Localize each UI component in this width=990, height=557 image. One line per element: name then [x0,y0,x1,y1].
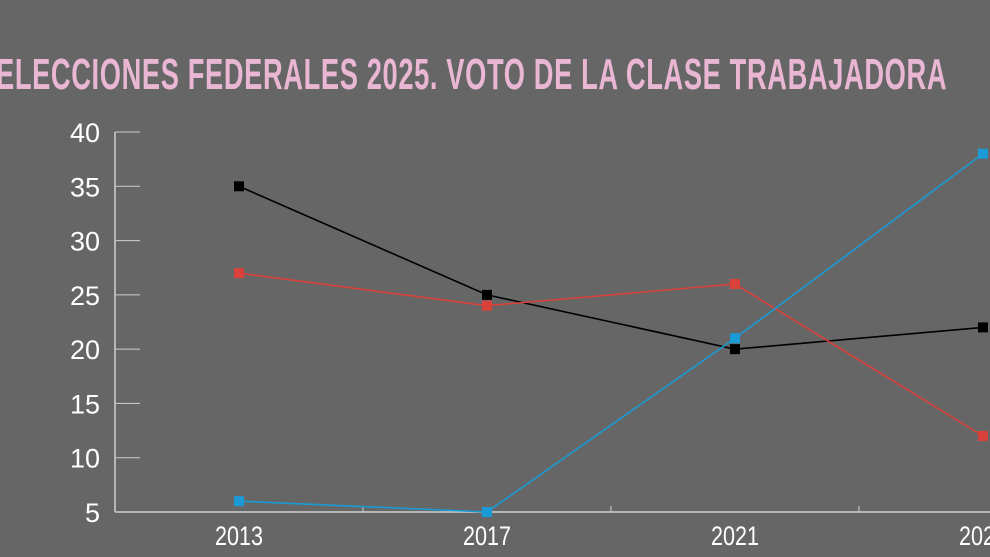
series-2-marker [730,333,740,344]
y-tick-label: 30 [70,227,100,257]
series-1-marker [978,431,988,441]
series-1-marker [730,279,740,289]
series-line-1 [238,272,984,437]
x-tick-label: 2017 [463,522,511,552]
series-1-marker [482,300,492,311]
y-tick-label: 25 [70,281,100,311]
y-tick-label: 15 [70,389,100,419]
y-tick-label: 40 [70,118,100,148]
series-0-marker [978,322,988,333]
y-tick-label: 35 [70,172,100,202]
chart-title: ELECCIONES FEDERALES 2025. VOTO DE LA CL… [0,50,948,99]
x-tick-label: 2021 [711,522,759,552]
series-line-2 [238,153,984,513]
series-0-marker [730,344,740,355]
x-tick-label: 2013 [215,522,263,552]
series-2-marker [978,148,988,159]
series-2-marker [234,496,244,507]
y-tick-label: 5 [85,498,100,528]
y-tick-label: 20 [70,335,100,365]
series-1-marker [234,268,244,279]
series-2-marker [482,507,492,517]
series-0-marker [482,289,492,300]
series-0-marker [234,181,244,192]
series-line-0 [238,185,984,350]
y-tick-label: 10 [70,444,100,474]
x-tick-label: 2025 [959,522,990,552]
